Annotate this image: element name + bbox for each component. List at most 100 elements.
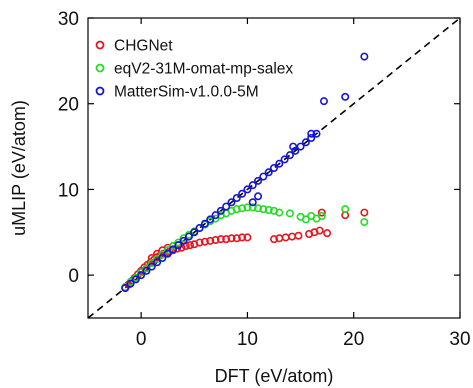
legend-marker: [95, 86, 105, 96]
data-point: [216, 235, 225, 244]
series-3: [121, 52, 369, 292]
data-point: [360, 218, 369, 227]
data-point: [147, 262, 156, 271]
data-point: [232, 194, 241, 203]
data-point: [142, 266, 151, 275]
data-point: [158, 254, 167, 263]
legend-marker: [95, 63, 105, 73]
data-point: [254, 176, 263, 185]
data-point: [248, 181, 257, 190]
x-tick-label: 20: [343, 329, 364, 350]
data-point: [184, 232, 193, 241]
data-point: [264, 168, 273, 177]
data-point: [206, 215, 215, 224]
data-point: [238, 204, 247, 213]
data-point: [169, 242, 178, 251]
legend-label: eqV2-31M-omat-mp-salex: [114, 61, 293, 78]
data-point: [163, 249, 172, 258]
data-point: [259, 172, 268, 181]
data-point: [243, 203, 252, 212]
y-tick-label: 30: [58, 9, 79, 30]
data-point: [222, 202, 231, 211]
data-point: [153, 254, 162, 263]
data-point: [126, 279, 135, 288]
legend-marker: [95, 40, 105, 50]
data-point: [259, 205, 268, 214]
data-point: [195, 224, 204, 233]
data-point: [254, 192, 263, 201]
axis-ticks: [88, 17, 461, 318]
data-point: [147, 254, 156, 263]
identity-reference-line: [87, 17, 461, 319]
data-point: [301, 215, 310, 224]
y-tick-label: 20: [58, 95, 79, 116]
data-point: [186, 241, 195, 250]
data-point: [317, 212, 326, 221]
x-tick-label: 30: [449, 329, 470, 350]
data-point: [360, 208, 369, 217]
data-point: [269, 164, 278, 173]
y-axis-label: uMLIP (eV/atom): [9, 100, 29, 236]
data-point: [285, 209, 294, 218]
data-point: [238, 233, 247, 242]
data-point: [232, 205, 241, 214]
data-point: [307, 129, 316, 138]
data-point: [121, 283, 130, 292]
legend: CHGNet eqV2-31M-omat-mp-salex MatterSim-v1…: [95, 38, 293, 101]
data-point: [323, 229, 332, 238]
data-point: [211, 236, 220, 245]
data-point: [275, 208, 284, 217]
x-tick-label: 10: [237, 329, 258, 350]
y-tick-label: 10: [58, 180, 79, 201]
data-point: [315, 226, 324, 235]
data-point: [296, 142, 305, 151]
data-point: [227, 198, 236, 207]
data-point: [248, 203, 257, 212]
data-point: [307, 134, 316, 143]
data-point: [289, 142, 298, 151]
data-point: [285, 151, 294, 160]
legend-label: CHGNet: [114, 38, 173, 55]
data-point: [291, 146, 300, 155]
data-point: [238, 189, 247, 198]
data-points: [121, 52, 369, 292]
data-point: [248, 198, 257, 207]
data-point: [158, 250, 167, 259]
data-point: [153, 258, 162, 267]
data-point: [137, 271, 146, 280]
data-point: [163, 246, 172, 255]
data-point: [243, 185, 252, 194]
data-point: [195, 238, 204, 247]
x-axis-label: DFT (eV/atom): [215, 366, 334, 386]
data-point: [200, 219, 209, 228]
data-point: [169, 245, 178, 254]
data-point: [131, 275, 140, 284]
data-point: [222, 235, 231, 244]
data-point: [280, 155, 289, 164]
data-point: [341, 205, 350, 214]
data-point: [211, 211, 220, 220]
data-point: [179, 236, 188, 245]
data-point: [312, 129, 321, 138]
data-point: [147, 259, 156, 268]
data-point: [206, 236, 215, 245]
y-tick-label: 0: [68, 266, 79, 287]
data-point: [232, 234, 241, 243]
data-point: [294, 231, 303, 240]
data-point: [190, 228, 199, 237]
legend-label: MatterSim-v1.0.0-5M: [114, 84, 259, 101]
data-point: [269, 235, 278, 244]
x-tick-label: 0: [136, 329, 147, 350]
data-point: [264, 206, 273, 215]
data-point: [301, 138, 310, 147]
data-point: [153, 249, 162, 258]
series-2: [121, 203, 369, 292]
data-point: [360, 52, 369, 61]
data-point: [275, 159, 284, 168]
data-point: [211, 214, 220, 223]
axis-tick-labels: 0 10 20 30 0 10 20 30: [58, 9, 471, 350]
data-point: [227, 234, 236, 243]
data-point: [317, 208, 326, 217]
data-point: [319, 97, 328, 106]
